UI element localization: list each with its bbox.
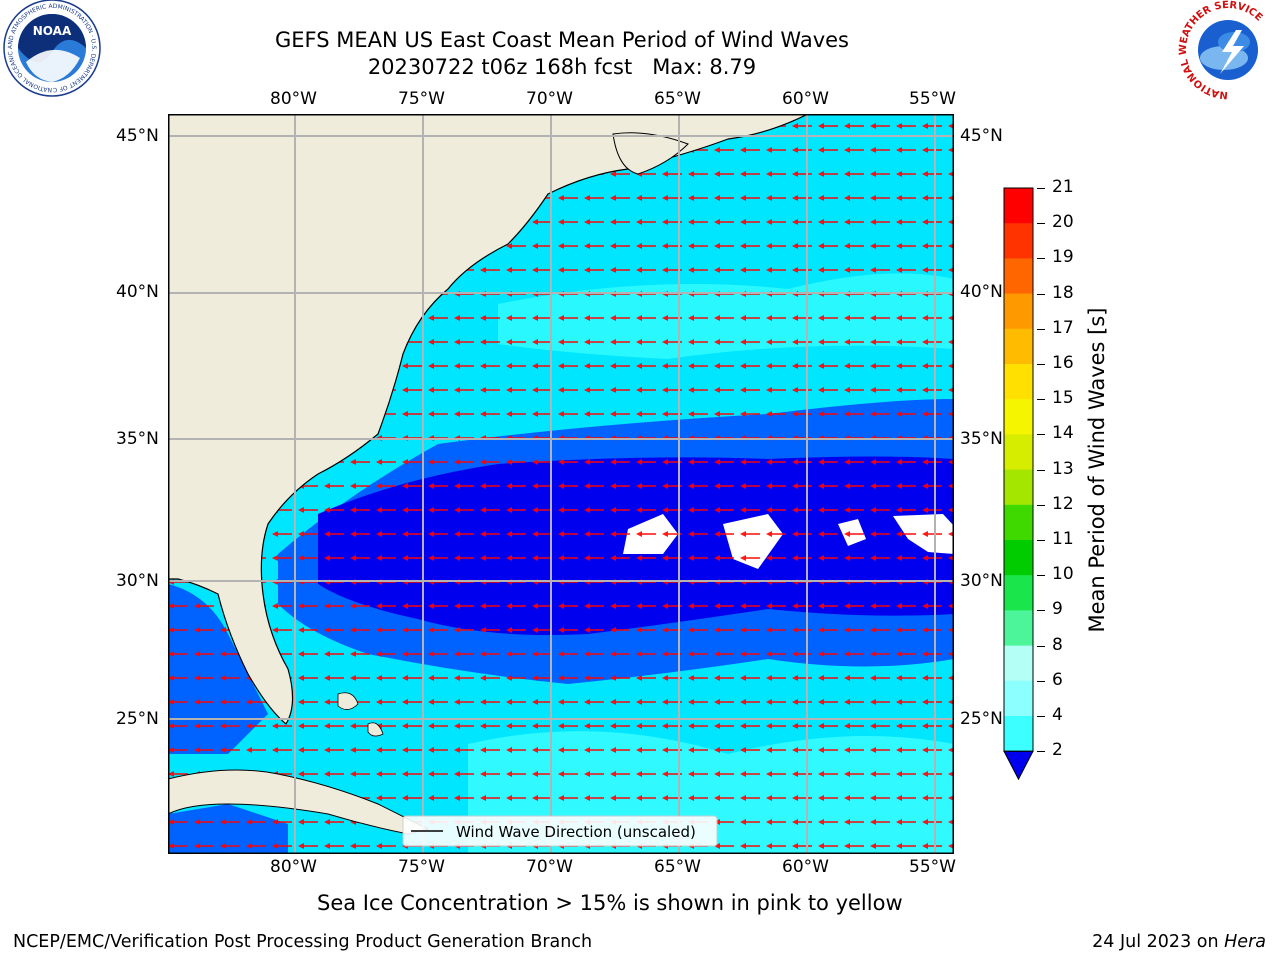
colorbar-tick-mark bbox=[1037, 399, 1045, 401]
lat-label: 45°N bbox=[116, 126, 159, 146]
lat-label: 40°N bbox=[960, 282, 1003, 302]
lat-label: 40°N bbox=[116, 282, 159, 302]
sea-ice-note: Sea Ice Concentration > 15% is shown in … bbox=[317, 891, 903, 915]
colorbar-segment bbox=[1004, 680, 1033, 717]
colorbar-segment bbox=[1004, 610, 1033, 647]
colorbar-segment bbox=[1004, 258, 1033, 295]
colorbar bbox=[1003, 187, 1034, 781]
lon-label: 75°W bbox=[398, 857, 445, 877]
colorbar-tick-mark bbox=[1037, 680, 1045, 682]
lat-label: 35°N bbox=[960, 429, 1003, 449]
lon-label: 55°W bbox=[909, 89, 956, 109]
colorbar-tick-label: 12 bbox=[1052, 493, 1074, 514]
colorbar-tick-mark bbox=[1037, 434, 1045, 436]
colorbar-tick-mark bbox=[1037, 716, 1045, 717]
colorbar-tick-label: 2 bbox=[1052, 740, 1063, 761]
lon-label: 60°W bbox=[782, 89, 829, 109]
colorbar-tick-mark bbox=[1037, 223, 1045, 225]
lat-label: 30°N bbox=[960, 571, 1003, 591]
colorbar-tick-mark bbox=[1037, 540, 1045, 541]
colorbar-tick-mark bbox=[1037, 328, 1045, 330]
colorbar-segment bbox=[1004, 223, 1033, 259]
colorbar-segment bbox=[1004, 540, 1033, 576]
colorbar-segment bbox=[1004, 469, 1033, 506]
colorbar-tick-mark bbox=[1037, 258, 1045, 260]
colorbar-tick-mark bbox=[1037, 575, 1045, 577]
map-frame bbox=[168, 114, 954, 854]
lat-label: 35°N bbox=[116, 429, 159, 449]
colorbar-tick-label: 4 bbox=[1052, 705, 1063, 725]
lon-label: 60°W bbox=[782, 857, 829, 877]
colorbar-tick-label: 13 bbox=[1052, 458, 1074, 479]
colorbar-tick-label: 17 bbox=[1052, 317, 1074, 338]
colorbar-tick-mark bbox=[1037, 610, 1045, 612]
colorbar-tick-label: 11 bbox=[1052, 529, 1074, 549]
gridlines bbox=[168, 114, 954, 854]
colorbar-segment bbox=[1004, 716, 1033, 752]
lon-label: 70°W bbox=[526, 857, 573, 877]
colorbar-segment bbox=[1004, 399, 1033, 435]
colorbar-tick-label: 21 bbox=[1052, 177, 1074, 197]
nws-logo: NATIONAL WEATHER SERVICE bbox=[1178, 0, 1276, 100]
footer-right: 24 Jul 2023 on Hera bbox=[1092, 932, 1266, 952]
lat-label: 25°N bbox=[960, 709, 1003, 729]
colorbar-segment bbox=[1004, 504, 1033, 541]
colorbar-segment bbox=[1004, 364, 1033, 400]
colorbar-tick-label: 9 bbox=[1052, 599, 1063, 620]
colorbar-tick-label: 10 bbox=[1052, 564, 1074, 585]
lon-label: 55°W bbox=[909, 857, 956, 877]
chart-title: GEFS MEAN US East Coast Mean Period of W… bbox=[275, 28, 849, 52]
colorbar-segment bbox=[1004, 575, 1033, 611]
lon-label: 80°W bbox=[270, 89, 317, 109]
land-bahamas bbox=[337, 692, 359, 710]
colorbar-label: Mean Period of Wind Waves [s] bbox=[1085, 307, 1109, 633]
lat-label: 30°N bbox=[116, 571, 159, 591]
colorbar-tick-mark bbox=[1037, 293, 1045, 295]
land-bahamas bbox=[367, 722, 384, 737]
legend-label: Wind Wave Direction (unscaled) bbox=[456, 823, 696, 841]
colorbar-tick-label: 15 bbox=[1052, 388, 1074, 409]
footer-host: Hera bbox=[1224, 932, 1266, 952]
colorbar-segment bbox=[1004, 434, 1033, 471]
lon-label: 75°W bbox=[398, 89, 445, 109]
colorbar-tick-mark bbox=[1037, 645, 1045, 647]
colorbar-segment bbox=[1004, 293, 1033, 330]
colorbar-frame bbox=[1003, 187, 1034, 752]
noaa-logo: NATIONAL OCEANIC AND ATMOSPHERIC ADMINIS… bbox=[0, 0, 101, 97]
colorbar-segment bbox=[1004, 328, 1033, 365]
lon-label: 65°W bbox=[654, 857, 701, 877]
colorbar-segment bbox=[1004, 645, 1033, 682]
colorbar-tick-mark bbox=[1037, 504, 1045, 506]
chart-subtitle: 20230722 t06z 168h fcst Max: 8.79 bbox=[367, 55, 757, 79]
lat-label: 45°N bbox=[960, 126, 1003, 146]
footer-date: 24 Jul 2023 on bbox=[1092, 932, 1219, 952]
colorbar-tick-mark bbox=[1037, 469, 1045, 471]
lon-label: 80°W bbox=[270, 857, 317, 877]
colorbar-tick-label: 19 bbox=[1052, 247, 1074, 268]
map: Wind Wave Direction (unscaled) bbox=[168, 114, 954, 854]
colorbar-segment bbox=[1004, 188, 1033, 224]
footer-left: NCEP/EMC/Verification Post Processing Pr… bbox=[13, 932, 593, 952]
colorbar-tick-label: 16 bbox=[1052, 353, 1074, 373]
colorbar-tick-label: 8 bbox=[1052, 634, 1063, 655]
land-north-america bbox=[168, 114, 809, 725]
map-legend: Wind Wave Direction (unscaled) bbox=[402, 815, 718, 847]
colorbar-tick-mark bbox=[1037, 188, 1045, 189]
land-nova-scotia bbox=[612, 132, 689, 175]
colorbar-tick-mark bbox=[1037, 364, 1045, 365]
colorbar-tick-label: 6 bbox=[1052, 669, 1063, 690]
lon-label: 70°W bbox=[526, 89, 573, 109]
colorbar-tick-label: 14 bbox=[1052, 423, 1074, 444]
colorbar-tick-label: 20 bbox=[1052, 212, 1074, 233]
colorbar-tick-label: 18 bbox=[1052, 282, 1074, 303]
noaa-text: NOAA bbox=[33, 24, 72, 38]
colorbar-tick-mark bbox=[1037, 751, 1045, 753]
colorbar-underflow-arrow bbox=[1003, 750, 1034, 781]
lon-label: 65°W bbox=[654, 89, 701, 109]
lat-label: 25°N bbox=[116, 709, 159, 729]
